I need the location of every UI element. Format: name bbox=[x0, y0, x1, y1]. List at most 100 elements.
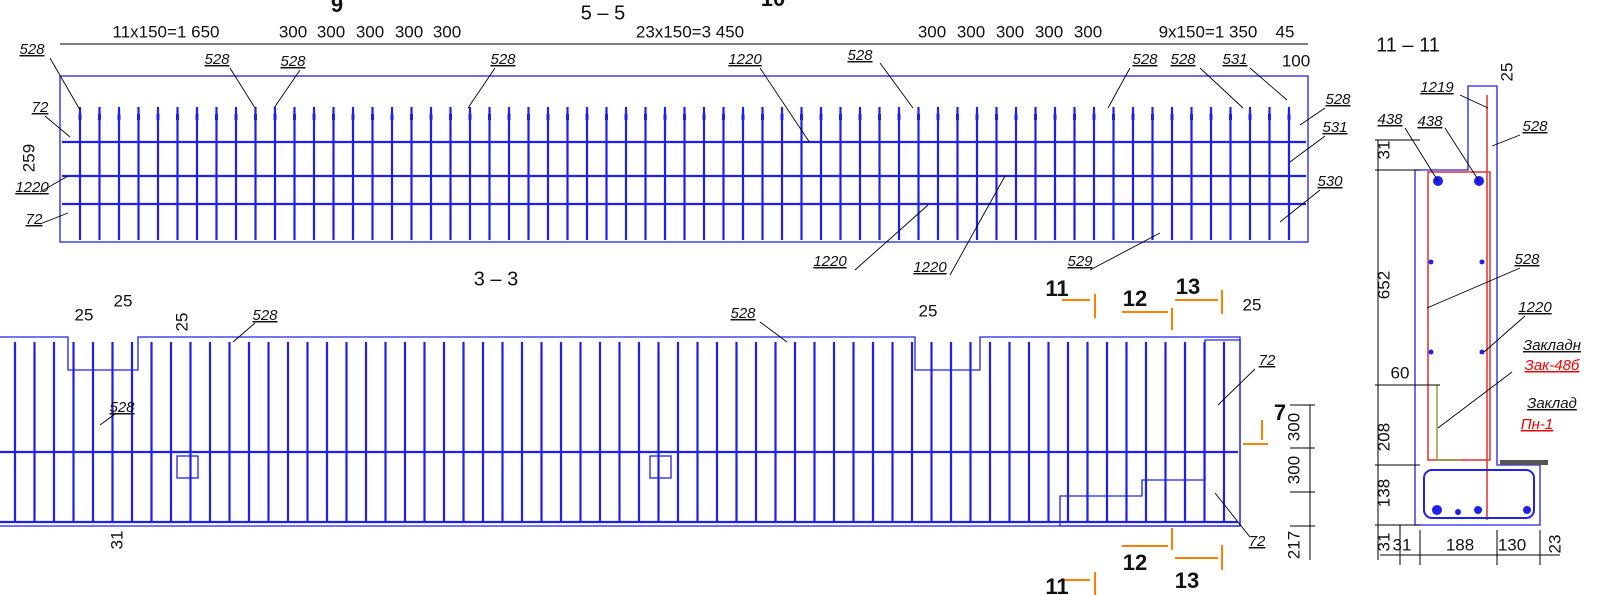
leader-label: 528 bbox=[490, 51, 516, 68]
dimension-lines bbox=[1290, 139, 1560, 565]
leader-label: Заклад bbox=[1527, 395, 1577, 412]
leader-label: 529 bbox=[1067, 253, 1093, 270]
dimension-label: 45 bbox=[1276, 22, 1295, 41]
cut-mark: 12 bbox=[1123, 286, 1147, 311]
dimension-label: 300 bbox=[996, 22, 1024, 41]
cut-mark: 7 bbox=[1274, 400, 1286, 425]
rebar-dot bbox=[449, 114, 452, 120]
rebar-dot bbox=[1229, 114, 1232, 120]
rebar-dot bbox=[722, 114, 725, 120]
plate bbox=[176, 455, 199, 479]
cut-mark: 9 bbox=[331, 0, 343, 17]
dimension-label: 31 bbox=[107, 531, 126, 550]
dimension-label: 259 bbox=[19, 144, 38, 172]
rebar-dot bbox=[1131, 114, 1135, 120]
leader-label: 1220 bbox=[913, 259, 947, 276]
rebar-dot bbox=[605, 114, 608, 120]
leader-label: 528 bbox=[19, 41, 45, 58]
dimension-label: 60 bbox=[1391, 363, 1410, 382]
leader-label: 1220 bbox=[15, 179, 49, 196]
beam-3-3-end bbox=[1059, 339, 1241, 527]
leader-label: 438 bbox=[1417, 113, 1443, 130]
rebar-dot bbox=[1248, 114, 1252, 120]
embed-bar bbox=[1436, 385, 1460, 461]
leader-label: 1219 bbox=[1420, 79, 1454, 96]
section-title: 3 – 3 bbox=[474, 268, 518, 290]
dimension-label: 138 bbox=[1374, 479, 1393, 507]
stirrup bbox=[1427, 95, 1491, 520]
plate bbox=[649, 455, 672, 479]
dimension-label: 130 bbox=[1498, 535, 1526, 554]
rebar-dot bbox=[176, 114, 179, 120]
rebar-dot bbox=[254, 114, 257, 120]
dimension-label: 23x150=3 450 bbox=[636, 22, 744, 41]
rebar-dot bbox=[527, 114, 530, 120]
leader-label: 528 bbox=[1170, 51, 1196, 68]
leader-label: 528 bbox=[204, 51, 230, 68]
leader-label: 72 bbox=[26, 211, 43, 228]
dimension-label: 188 bbox=[1446, 535, 1474, 554]
cut-mark: 10 bbox=[761, 0, 785, 11]
rebar-dot bbox=[936, 114, 940, 120]
leader-label: 72 bbox=[1249, 533, 1266, 550]
dimension-label: 25 bbox=[114, 291, 133, 310]
cut-mark: 11 bbox=[1045, 574, 1068, 595]
dimension-label: 652 bbox=[1374, 271, 1393, 299]
rebar-dot bbox=[1034, 114, 1037, 120]
rebar-dot bbox=[839, 114, 842, 120]
rebar-dot bbox=[98, 114, 101, 120]
labels: 5 – 5 3 – 3 11 – 11 9 10 11 12 13 11 12 13 7 11x150=… bbox=[15, 0, 1581, 595]
rebar-dot bbox=[351, 114, 355, 120]
dimension-label: 300 bbox=[1284, 456, 1303, 484]
rebar-dot bbox=[780, 114, 784, 120]
cut-arrows bbox=[1062, 290, 1268, 595]
dimension-label: 300 bbox=[395, 22, 423, 41]
leader-label: 72 bbox=[32, 99, 49, 116]
rebar-dot bbox=[585, 114, 589, 120]
rebar-dot bbox=[137, 114, 140, 120]
rebar-dot bbox=[468, 114, 472, 120]
dimension-label: 31 bbox=[1393, 535, 1412, 554]
cut-mark: 13 bbox=[1175, 568, 1199, 593]
dimension-label: 31 bbox=[1374, 533, 1393, 552]
rebar-dot bbox=[1053, 114, 1057, 120]
rebar-dot bbox=[702, 114, 706, 120]
rebar-dot bbox=[917, 114, 920, 120]
cut-mark: 12 bbox=[1123, 550, 1147, 575]
beam-5-5 bbox=[59, 75, 1309, 243]
cut-mark: 11 bbox=[1045, 276, 1068, 301]
leader-label: Зак-48б bbox=[1525, 357, 1580, 374]
rebar-dot bbox=[507, 114, 511, 120]
dimension-label: 25 bbox=[172, 313, 191, 332]
section-11-11 bbox=[1414, 85, 1541, 526]
rebar-dot bbox=[234, 114, 238, 120]
dimension-label: 100 bbox=[1282, 51, 1310, 70]
leader-label: 528 bbox=[109, 399, 135, 416]
rebar-dot bbox=[956, 114, 959, 120]
leader-label: 1220 bbox=[1518, 299, 1552, 316]
rebar-dot bbox=[741, 114, 745, 120]
rebar-dot bbox=[1112, 114, 1115, 120]
rebar-dot bbox=[1170, 114, 1174, 120]
leader-label: 1220 bbox=[728, 51, 762, 68]
rebar-dot bbox=[761, 114, 764, 120]
rebar-dot bbox=[897, 114, 901, 120]
leader-label: 531 bbox=[1222, 51, 1247, 68]
dimension-label: 25 bbox=[1497, 63, 1516, 82]
rebar-dot bbox=[819, 114, 823, 120]
leader-label: 528 bbox=[1132, 51, 1158, 68]
leader-label: 528 bbox=[1522, 118, 1548, 135]
dimension-label: 300 bbox=[356, 22, 384, 41]
rebar-dot bbox=[566, 114, 569, 120]
rebar-dot bbox=[429, 114, 433, 120]
dimension-label: 31 bbox=[1374, 141, 1393, 160]
rebar-dot bbox=[624, 114, 628, 120]
stirrup-base bbox=[1423, 469, 1535, 519]
rebar-dot bbox=[390, 114, 394, 120]
dimension-label: 208 bbox=[1374, 423, 1393, 451]
section-title: 11 – 11 bbox=[1376, 34, 1440, 56]
leader-label: 72 bbox=[1259, 352, 1276, 369]
rebars-5-5 bbox=[62, 107, 1306, 240]
rebar-dot bbox=[800, 114, 803, 120]
